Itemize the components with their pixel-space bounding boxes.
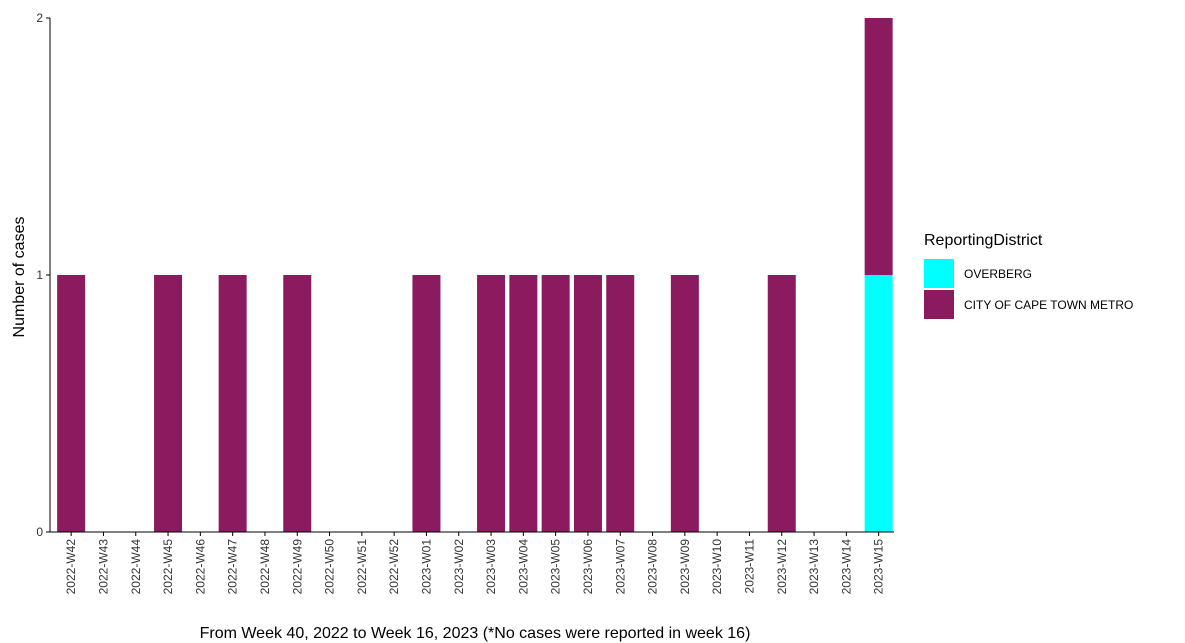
bar-2023-W07-city-of-cape-town-metro: [606, 275, 635, 532]
x-tick-label: 2022-W47: [226, 539, 240, 595]
x-tick-label: 2023-W09: [678, 539, 692, 595]
x-tick-label: 2023-W05: [549, 539, 563, 595]
bar-2023-W01-city-of-cape-town-metro: [412, 275, 441, 532]
x-axis-title: From Week 40, 2022 to Week 16, 2023 (*No…: [200, 625, 751, 642]
x-tick-label: 2022-W49: [290, 539, 304, 595]
x-tick-label: 2023-W04: [516, 539, 530, 595]
x-tick-label: 2023-W13: [807, 539, 821, 595]
bar-2023-W15-overberg: [864, 275, 893, 532]
x-tick-label: 2022-W50: [323, 539, 337, 595]
legend-item-overberg: OVERBERG: [924, 258, 1133, 289]
x-tick-label: 2023-W07: [613, 539, 627, 595]
legend: ReportingDistrict OVERBERG CITY OF CAPE …: [924, 232, 1133, 320]
x-tick-label: 2022-W52: [387, 539, 401, 595]
bar-2023-W06-city-of-cape-town-metro: [573, 275, 602, 532]
x-tick-label: 2023-W01: [419, 539, 433, 595]
x-tick-label: 2022-W43: [96, 539, 110, 595]
y-tick-label: 0: [36, 525, 43, 539]
y-tick-label: 1: [36, 268, 43, 282]
bar-2023-W15-city-of-cape-town-metro: [864, 18, 893, 275]
bar-2023-W09-city-of-cape-town-metro: [670, 275, 699, 532]
legend-key-overberg: [924, 259, 954, 288]
x-axis-ticks: 2022-W42 2022-W43 2022-W44 2022-W45 2022-W46…: [64, 532, 886, 594]
legend-item-city-of-cape-town-metro: CITY OF CAPE TOWN METRO: [924, 289, 1133, 320]
bar-2023-W12-city-of-cape-town-metro: [767, 275, 796, 532]
x-tick-label: 2022-W45: [161, 539, 175, 595]
bar-2022-W45-city-of-cape-town-metro: [154, 275, 183, 532]
bars-group: [57, 18, 893, 532]
x-tick-label: 2022-W42: [64, 539, 78, 595]
x-tick-label: 2022-W48: [258, 539, 272, 595]
bar-2022-W47-city-of-cape-town-metro: [218, 275, 247, 532]
x-tick-label: 2023-W14: [839, 539, 853, 595]
x-tick-label: 2023-W08: [646, 539, 660, 595]
y-tick-label: 2: [36, 11, 43, 25]
legend-key-city-of-cape-town-metro: [924, 290, 954, 319]
x-tick-label: 2023-W02: [452, 539, 466, 595]
legend-label-overberg: OVERBERG: [964, 266, 1033, 281]
y-axis-ticks: 0 1 2: [36, 11, 50, 539]
legend-title: ReportingDistrict: [924, 232, 1043, 249]
x-tick-label: 2023-W11: [742, 539, 756, 594]
x-tick-label: 2023-W03: [484, 539, 498, 595]
x-tick-label: 2022-W44: [129, 539, 143, 595]
bar-chart: 012 2022-W42 2022-W43 2022-W44 2022-W45 2022…: [11, 11, 894, 642]
y-axis-title: Number of cases: [11, 217, 28, 338]
x-tick-label: 2023-W15: [872, 539, 886, 595]
bar-2022-W49-city-of-cape-town-metro: [283, 275, 312, 532]
x-tick-label: 2022-W46: [193, 539, 207, 595]
legend-label-city-of-cape-town-metro: CITY OF CAPE TOWN METRO: [964, 297, 1134, 312]
bar-2023-W04-city-of-cape-town-metro: [509, 275, 538, 532]
x-tick-label: 2023-W10: [710, 539, 724, 595]
x-tick-label: 2023-W12: [775, 539, 789, 595]
x-tick-label: 2023-W06: [581, 539, 595, 595]
bar-2023-W03-city-of-cape-town-metro: [477, 275, 506, 532]
bar-2023-W05-city-of-cape-town-metro: [541, 275, 570, 532]
bar-2022-W42-city-of-cape-town-metro: [57, 275, 86, 532]
x-tick-label: 2022-W51: [355, 539, 369, 595]
